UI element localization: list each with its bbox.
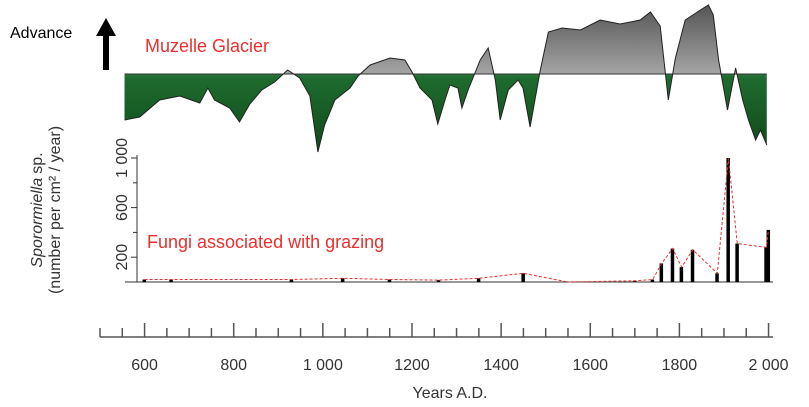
bar [715,273,719,282]
x-tick-label: 1400 [483,357,519,374]
bar [764,247,768,282]
x-tick-label: 1600 [572,357,608,374]
chart-title: Muzelle Glacier [145,36,269,56]
y-tick-label: 200 [114,244,131,271]
x-tick-label: 800 [220,357,247,374]
y-axis-label-rest: sp. [29,152,46,173]
y-axis-label-units: (number per cm² / year) [47,126,64,294]
bar [521,273,525,282]
bar [659,263,664,282]
x-axis-label: Years A.D. [412,385,487,402]
y-tick-label: 1 000 [114,138,131,178]
retreat-area [124,74,767,152]
y-tick-label: 600 [114,194,131,221]
bar [387,279,392,282]
x-tick-label: 600 [131,357,158,374]
bar [670,248,675,282]
bar [690,249,695,282]
annotation: Fungi associated with grazing [147,232,384,252]
bar [340,278,345,282]
bar [289,279,294,282]
advance-area [124,5,767,74]
y-axis-label: Sporormiella sp. [29,152,46,267]
bar [142,279,147,282]
x-tick-label: 1 000 [303,357,343,374]
bar [169,279,173,282]
advance-arrow [96,18,116,70]
glacier-line [124,4,768,153]
x-tick-label: 2 000 [749,357,789,374]
bar [679,267,684,282]
bar [766,229,771,282]
bar [476,278,481,282]
bar [650,279,655,282]
x-tick-label: 1800 [662,357,698,374]
annotation: Advance [10,25,72,42]
y-axis-label-taxon: Sporormiella [29,178,46,268]
bar [632,280,637,282]
trend-line [144,157,769,283]
x-tick-label: 1200 [394,357,430,374]
bar [726,158,730,282]
bar [436,280,441,282]
bar [735,243,739,282]
